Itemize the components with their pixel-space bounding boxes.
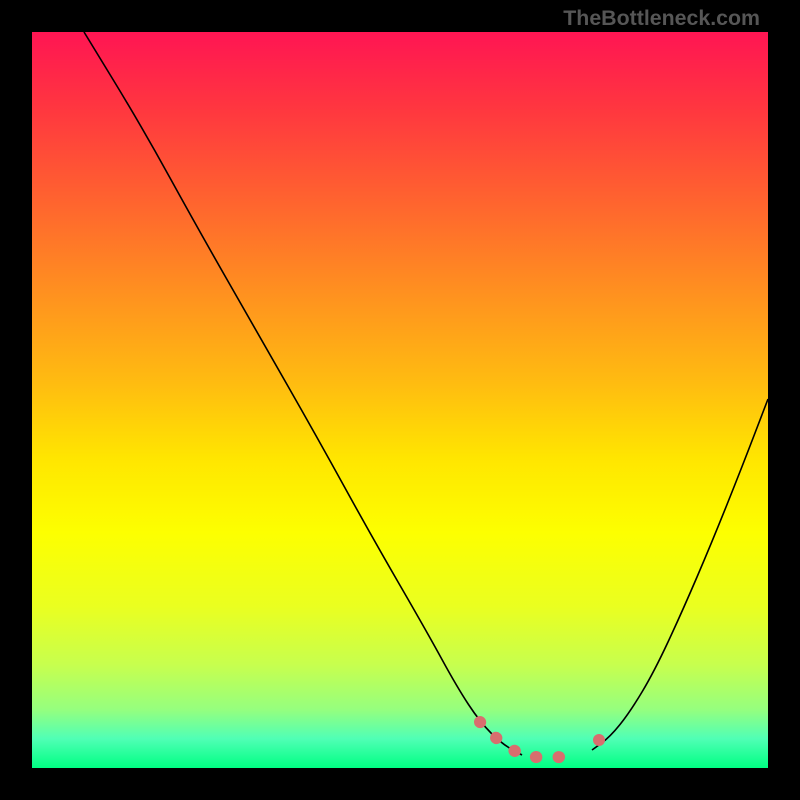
- curve-highlight: [480, 722, 580, 758]
- watermark-text: TheBottleneck.com: [563, 6, 760, 31]
- plot-area: [32, 32, 768, 768]
- curve-svg: [32, 32, 768, 768]
- bottleneck-chart: TheBottleneck.com: [0, 0, 800, 800]
- curve-highlight-dot: [593, 734, 605, 746]
- curve-right-branch: [592, 399, 768, 750]
- curve-left-branch: [84, 32, 522, 755]
